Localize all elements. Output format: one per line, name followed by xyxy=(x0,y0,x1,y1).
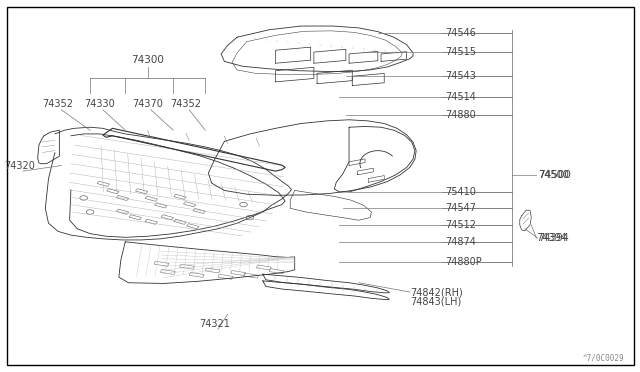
Bar xyxy=(155,203,167,208)
Bar xyxy=(161,269,175,275)
Text: 74843(LH): 74843(LH) xyxy=(410,296,461,306)
Bar xyxy=(205,268,220,273)
Bar xyxy=(154,261,169,266)
Bar xyxy=(174,194,186,199)
Bar xyxy=(244,273,259,278)
Text: 74547: 74547 xyxy=(445,203,476,213)
Text: 74515: 74515 xyxy=(445,47,476,57)
Text: 74330: 74330 xyxy=(84,99,115,109)
Bar xyxy=(174,219,186,224)
Bar xyxy=(269,269,284,274)
Bar xyxy=(184,202,196,207)
Bar xyxy=(257,265,271,270)
Bar xyxy=(231,270,246,276)
Text: 74320: 74320 xyxy=(4,161,35,170)
Bar xyxy=(218,274,233,279)
Bar xyxy=(180,264,195,269)
Text: 74394: 74394 xyxy=(536,233,567,243)
Bar xyxy=(193,208,205,214)
Text: 74500: 74500 xyxy=(538,170,568,180)
Text: 74321: 74321 xyxy=(199,319,230,328)
Text: 74546: 74546 xyxy=(445,29,476,38)
Bar xyxy=(145,196,157,201)
Bar xyxy=(136,189,148,194)
Text: 74370: 74370 xyxy=(132,99,163,109)
Bar xyxy=(187,224,199,229)
Bar xyxy=(107,189,119,194)
Text: 74880P: 74880P xyxy=(445,257,482,267)
Text: 74543: 74543 xyxy=(445,71,476,81)
Bar xyxy=(161,215,173,220)
Text: 74300: 74300 xyxy=(131,55,164,65)
Bar xyxy=(189,272,204,278)
Bar xyxy=(116,195,129,201)
Bar xyxy=(129,215,141,220)
Text: 75410: 75410 xyxy=(445,187,476,196)
Text: 74352: 74352 xyxy=(170,99,202,109)
Bar xyxy=(97,181,109,186)
Text: ^7/0C0029: ^7/0C0029 xyxy=(582,353,624,362)
Text: 74352: 74352 xyxy=(43,99,74,109)
Text: 74394: 74394 xyxy=(538,233,568,243)
Text: 74842(RH): 74842(RH) xyxy=(410,287,463,297)
Bar xyxy=(116,209,129,214)
Text: 74512: 74512 xyxy=(445,220,476,230)
Text: 74880: 74880 xyxy=(445,110,476,120)
Text: 74500: 74500 xyxy=(538,170,571,180)
Text: 74874: 74874 xyxy=(445,237,476,247)
Bar xyxy=(145,219,157,224)
Text: 74514: 74514 xyxy=(445,92,476,102)
